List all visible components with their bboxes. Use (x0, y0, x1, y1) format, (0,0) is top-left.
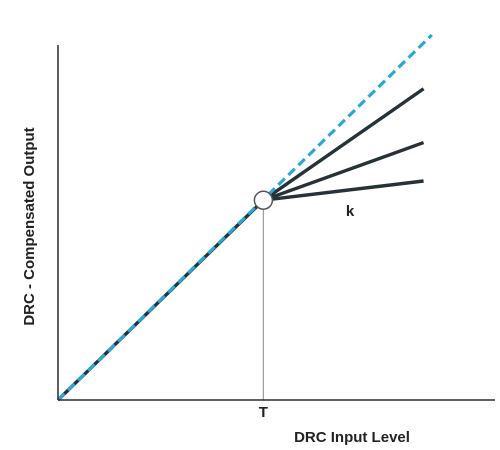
plot-layer (56, 33, 433, 402)
series-line-2-solid (262, 140, 425, 202)
x-axis-title: DRC Input Level (294, 429, 410, 446)
series-line-1-solid (56, 87, 425, 402)
series-line-3-solid (263, 179, 424, 202)
x-tick-label-threshold: T (259, 404, 268, 421)
knee-point-marker (253, 190, 274, 210)
series-line-0-dashed (56, 33, 433, 402)
ratio-annotation-k: k (346, 203, 355, 220)
y-axis-title: DRC - Compensated Output (21, 127, 38, 325)
